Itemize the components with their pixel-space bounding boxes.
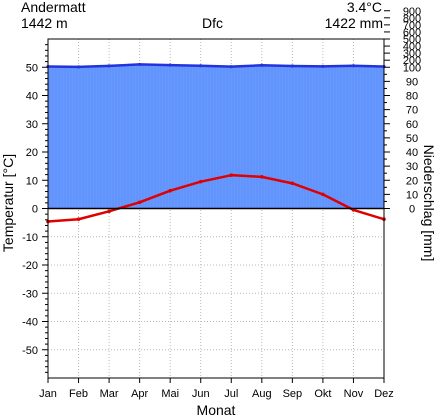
- precipitation-point: [351, 64, 356, 68]
- y-tick-label-precipitation: 60: [406, 119, 418, 131]
- y-tick-label-precipitation: 90: [406, 76, 418, 88]
- y-tick-label-precipitation: 400: [403, 41, 421, 53]
- x-tick-label: Mai: [161, 388, 179, 400]
- annual-precipitation: 1422 mm: [324, 15, 383, 31]
- y-tick-label-precipitation: 40: [406, 147, 418, 159]
- x-tick-label: Sep: [283, 388, 303, 400]
- precipitation-area: [46, 62, 386, 209]
- annual-mean-temperature: 3.4°C: [346, 0, 382, 15]
- y-tick-label-temperature: -30: [22, 288, 38, 300]
- y-tick-label-temperature: -20: [22, 260, 38, 272]
- y-tick-label-precipitation: 500: [403, 34, 421, 46]
- temperature-point: [168, 188, 172, 193]
- x-tick-label: Mar: [100, 388, 119, 400]
- precipitation-point: [138, 62, 142, 67]
- y-axis-label-temperature: Temperatur [°C]: [0, 154, 16, 252]
- temperature-point: [76, 217, 81, 222]
- y-tick-label-temperature: 20: [26, 147, 38, 159]
- axes: -50-40-30-20-100102030405001020304050607…: [22, 6, 421, 400]
- precipitation-point: [199, 64, 203, 68]
- y-tick-label-temperature: 50: [26, 62, 38, 74]
- precipitation-point: [290, 64, 294, 68]
- y-axis-label-precipitation: Niederschlag [mm]: [421, 145, 437, 262]
- x-tick-label: Jun: [192, 388, 210, 400]
- y-tick-label-precipitation: 700: [403, 20, 421, 32]
- y-tick-label-temperature: -50: [22, 345, 38, 357]
- precipitation-point: [107, 64, 111, 68]
- y-tick-label-precipitation: 10: [406, 189, 418, 201]
- y-tick-label-precipitation: 0: [409, 204, 415, 216]
- x-tick-label: Aug: [252, 388, 272, 400]
- x-tick-label: Jul: [224, 388, 238, 400]
- y-tick-label-precipitation: 50: [406, 133, 418, 145]
- temperature-point: [290, 181, 295, 186]
- temperature-line: [47, 173, 385, 223]
- y-tick-label-precipitation: 100: [403, 62, 421, 74]
- x-tick-label: Nov: [344, 388, 364, 400]
- x-tick-label: Dez: [374, 388, 394, 400]
- temperature-point: [107, 209, 111, 214]
- y-tick-label-temperature: 10: [26, 175, 38, 187]
- y-tick-label-temperature: -40: [22, 317, 38, 329]
- y-tick-label-precipitation: 800: [403, 13, 421, 25]
- x-tick-label: Apr: [131, 388, 148, 400]
- y-tick-label-temperature: 0: [32, 204, 38, 216]
- temperature-point: [321, 192, 325, 197]
- temperature-series: [46, 173, 386, 224]
- precipitation-fill: [48, 64, 384, 209]
- temperature-point: [260, 175, 264, 179]
- temperature-point: [229, 173, 234, 177]
- temperature-point: [137, 200, 142, 205]
- temperature-point: [198, 179, 203, 184]
- precipitation-point: [321, 64, 325, 69]
- precipitation-point: [229, 65, 233, 69]
- y-tick-label-precipitation: 900: [403, 6, 421, 18]
- y-tick-label-precipitation: 70: [406, 105, 418, 117]
- station-elevation: 1442 m: [21, 15, 68, 31]
- y-tick-label-precipitation: 600: [403, 27, 421, 39]
- y-tick-label-temperature: 40: [26, 91, 38, 103]
- y-tick-label-precipitation: 20: [406, 175, 418, 187]
- x-axis-label: Monat: [197, 402, 236, 418]
- y-tick-label-precipitation: 300: [403, 48, 421, 60]
- y-tick-label-temperature: -10: [22, 232, 38, 244]
- precipitation-line: [47, 63, 385, 69]
- station-name: Andermatt: [21, 0, 86, 15]
- x-tick-label: Okt: [314, 388, 331, 400]
- y-tick-label-precipitation: 200: [403, 55, 421, 67]
- koppen-climate-class: Dfc: [202, 15, 223, 31]
- y-tick-label-precipitation: 30: [406, 161, 418, 173]
- precipitation-point: [260, 63, 264, 67]
- x-tick-label: Feb: [69, 388, 88, 400]
- precipitation-point: [168, 63, 172, 67]
- y-tick-label-precipitation: 80: [406, 91, 418, 103]
- precipitation-point: [76, 65, 81, 69]
- y-tick-label-temperature: 30: [26, 119, 38, 131]
- x-tick-label: Jan: [39, 388, 57, 400]
